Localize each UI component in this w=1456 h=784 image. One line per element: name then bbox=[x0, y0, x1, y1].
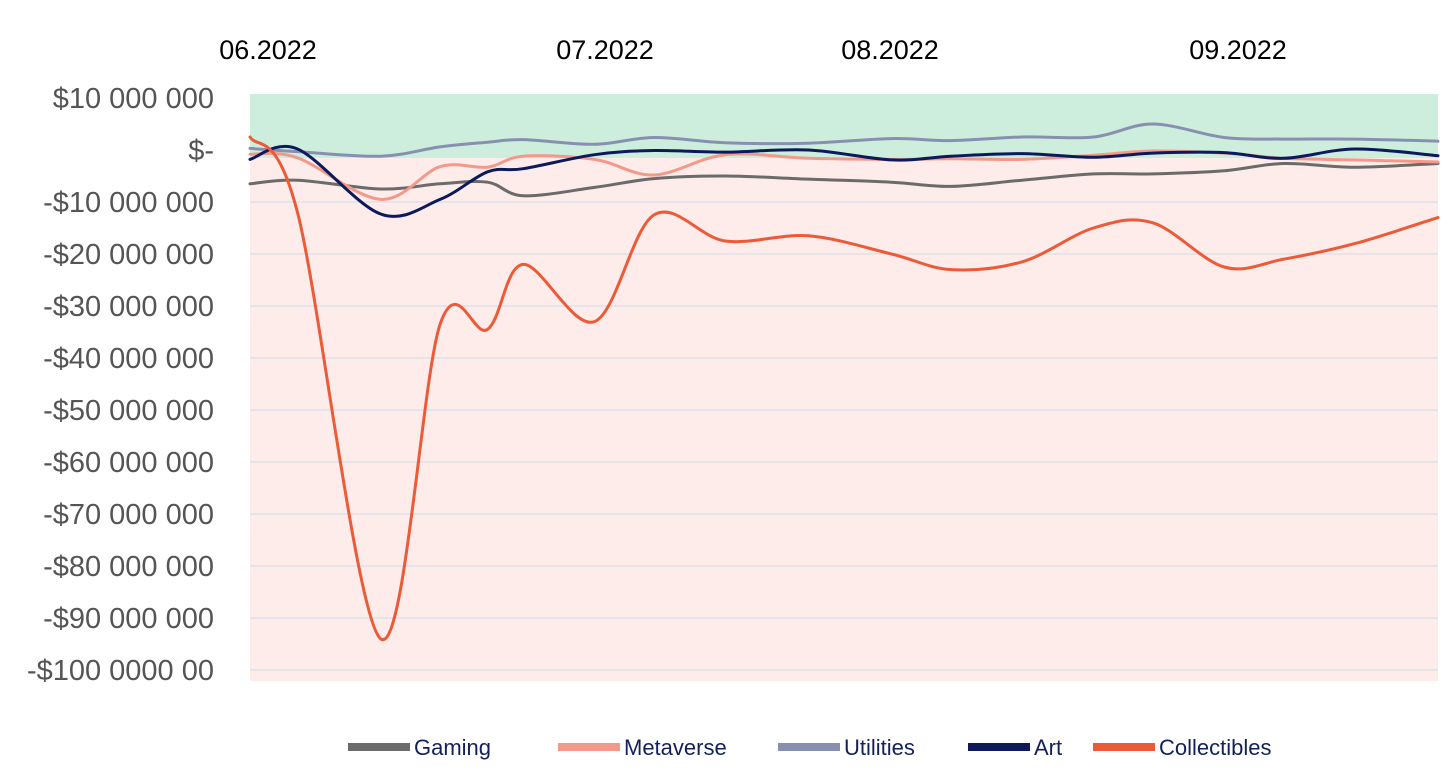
legend-swatch bbox=[558, 743, 620, 751]
month-label: 07.2022 bbox=[556, 35, 654, 65]
legend-item-collectibles: Collectibles bbox=[1093, 735, 1272, 760]
legend-swatch bbox=[968, 743, 1030, 751]
series-line-utilities bbox=[248, 122, 1440, 158]
legend-label: Art bbox=[1034, 735, 1062, 760]
y-tick-label: -$40 000 000 bbox=[43, 343, 214, 375]
y-tick-label: -$100 0000 00 bbox=[27, 655, 214, 687]
y-tick-label: -$30 000 000 bbox=[43, 291, 214, 323]
gridlines bbox=[250, 201, 1438, 671]
legend-swatch bbox=[778, 743, 840, 751]
legend-label: Utilities bbox=[844, 735, 915, 760]
y-tick-label: -$60 000 000 bbox=[43, 447, 214, 479]
legend-item-utilities: Utilities bbox=[778, 735, 915, 760]
legend-label: Collectibles bbox=[1159, 735, 1272, 760]
month-label: 08.2022 bbox=[841, 35, 939, 65]
series-line-art bbox=[248, 145, 1440, 218]
legend-label: Metaverse bbox=[624, 735, 727, 760]
negative-region bbox=[250, 158, 1438, 681]
legend-swatch bbox=[348, 743, 410, 751]
month-label: 09.2022 bbox=[1189, 35, 1287, 65]
y-tick-label: -$10 000 000 bbox=[43, 187, 214, 219]
y-tick-label: -$50 000 000 bbox=[43, 395, 214, 427]
y-tick-label: $- bbox=[188, 135, 214, 167]
series-lines bbox=[248, 122, 1440, 641]
legend-item-art: Art bbox=[968, 735, 1062, 760]
y-tick-label: -$70 000 000 bbox=[43, 499, 214, 531]
y-tick-label: -$20 000 000 bbox=[43, 239, 214, 271]
legend-swatch bbox=[1093, 743, 1155, 751]
y-axis-tick-labels: $10 000 000 $- -$10 000 000 -$20 000 000 -$3… bbox=[27, 83, 214, 687]
legend: Gaming Metaverse Utilities Art Collectibles bbox=[348, 735, 1272, 760]
legend-item-metaverse: Metaverse bbox=[558, 735, 727, 760]
legend-label: Gaming bbox=[414, 735, 491, 760]
month-labels: 06.2022 07.2022 08.2022 09.2022 bbox=[219, 35, 1287, 65]
legend-item-gaming: Gaming bbox=[348, 735, 491, 760]
background-regions bbox=[250, 94, 1438, 681]
series-line-gaming bbox=[248, 161, 1440, 198]
y-tick-label: -$80 000 000 bbox=[43, 551, 214, 583]
month-label: 06.2022 bbox=[219, 35, 317, 65]
y-tick-label: -$90 000 000 bbox=[43, 603, 214, 635]
y-tick-label: $10 000 000 bbox=[53, 83, 214, 115]
series-line-collectibles bbox=[248, 135, 1440, 641]
